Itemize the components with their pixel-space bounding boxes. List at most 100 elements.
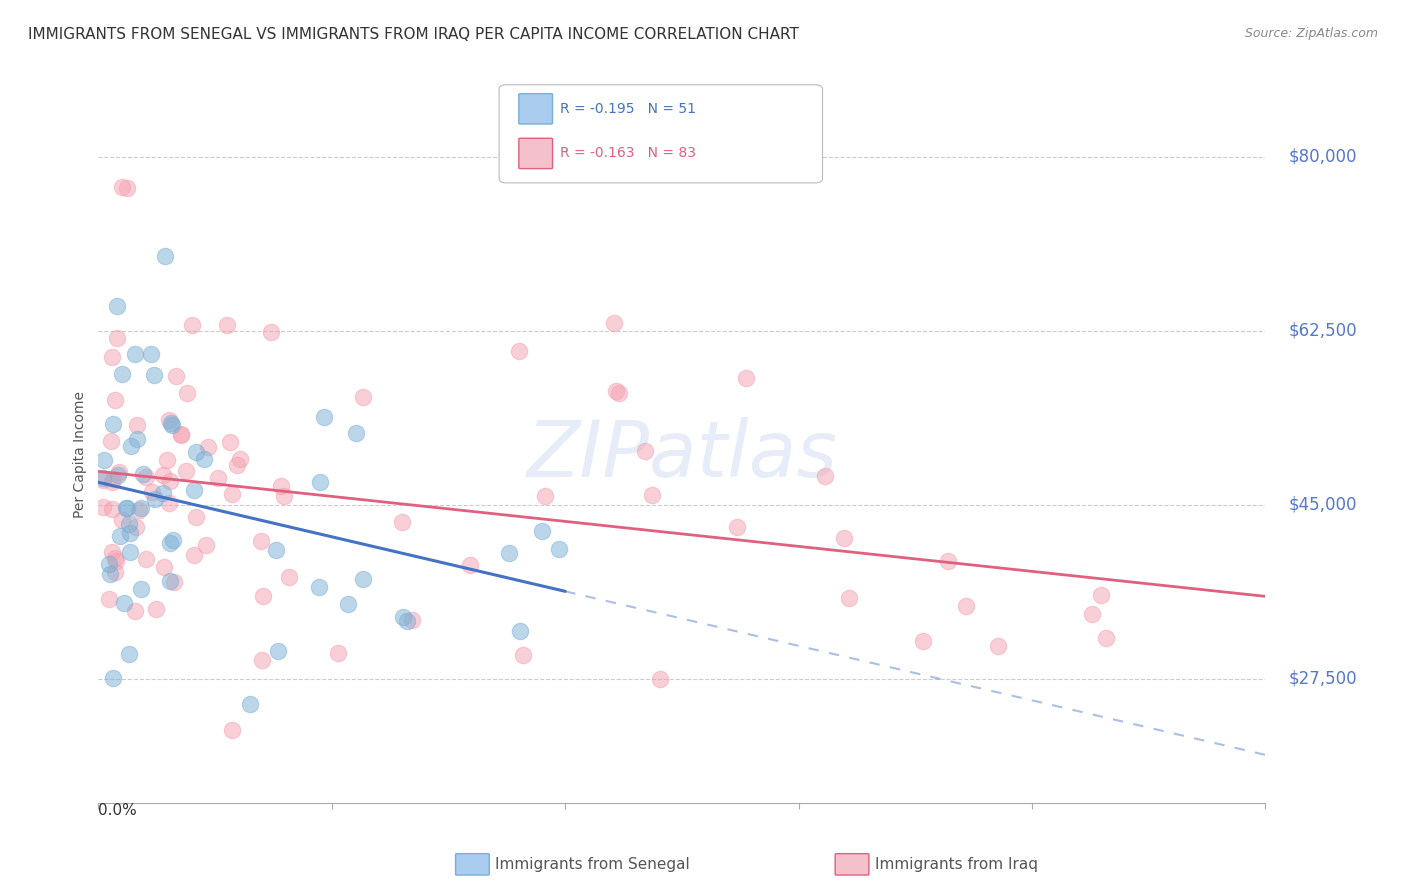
Point [249,533,271,548]
Point [98,566,121,581]
Point [509,624,531,638]
Point [112,597,135,611]
Point [226,458,249,472]
Point [157,412,180,426]
Point [132,467,155,481]
Text: ZIPatlas: ZIPatlas [526,417,838,493]
Text: $27,500: $27,500 [1289,670,1357,688]
Point [219,434,242,449]
Point [936,554,959,568]
Point [105,331,128,345]
Point [170,428,193,442]
Point [128,502,150,516]
Text: R = -0.163   N = 83: R = -0.163 N = 83 [560,146,696,161]
Point [165,368,187,383]
Point [603,316,626,330]
Point [162,533,184,547]
Point [101,351,124,365]
Point [152,486,174,500]
Point [135,469,157,483]
Point [352,572,374,586]
Point [153,560,176,574]
Point [239,698,262,712]
Point [103,472,125,486]
Text: Immigrants from Iraq: Immigrants from Iraq [875,857,1038,871]
Point [401,613,423,627]
Point [259,325,281,339]
Point [100,544,122,558]
Point [120,526,142,541]
Point [221,487,243,501]
Point [337,597,360,611]
Point [125,520,148,534]
Point [508,344,530,359]
Point [648,672,671,686]
Point [838,591,860,606]
Point [143,491,166,506]
Point [174,464,197,478]
Point [328,646,350,660]
Point [129,582,152,597]
Point [91,500,114,514]
Point [277,570,299,584]
Point [157,496,180,510]
Text: $62,500: $62,500 [1289,322,1357,340]
Text: Immigrants from Senegal: Immigrants from Senegal [495,857,690,871]
Point [266,542,288,557]
Point [120,439,142,453]
Point [104,554,127,568]
Point [107,468,129,483]
Point [641,488,664,502]
Point [250,653,273,667]
Point [115,181,138,195]
Point [104,550,127,565]
Point [145,602,167,616]
Point [104,566,127,580]
Point [352,390,374,404]
Point [118,647,141,661]
Point [100,502,122,516]
Point [163,574,186,589]
Point [512,648,534,662]
Point [344,425,367,440]
Text: $45,000: $45,000 [1289,496,1357,514]
Point [735,371,758,385]
Point [101,475,124,489]
Point [460,558,482,572]
Point [125,432,148,446]
Point [183,548,205,562]
Point [91,473,114,487]
Y-axis label: Per Capita Income: Per Capita Income [73,392,87,518]
Point [111,368,134,382]
Point [141,485,163,500]
Point [160,418,183,433]
Point [725,520,748,534]
Point [110,529,132,543]
Text: IMMIGRANTS FROM SENEGAL VS IMMIGRANTS FROM IRAQ PER CAPITA INCOME CORRELATION CH: IMMIGRANTS FROM SENEGAL VS IMMIGRANTS FR… [28,27,799,42]
Point [193,452,215,467]
Point [267,644,290,658]
Point [1090,588,1112,602]
Point [135,551,157,566]
Point [183,483,205,498]
Point [832,532,855,546]
Point [634,443,657,458]
Point [396,614,419,628]
Point [152,467,174,482]
Point [229,452,252,467]
Point [195,538,218,552]
Point [207,471,229,485]
Point [181,318,204,332]
Point [159,416,181,430]
Point [197,440,219,454]
Point [308,580,330,594]
Point [118,545,141,559]
Point [184,445,207,459]
Point [141,347,163,361]
Text: 0.0%: 0.0% [98,803,138,818]
Point [159,474,181,488]
Point [111,513,134,527]
Point [548,541,571,556]
Point [98,591,121,606]
Point [252,589,274,603]
